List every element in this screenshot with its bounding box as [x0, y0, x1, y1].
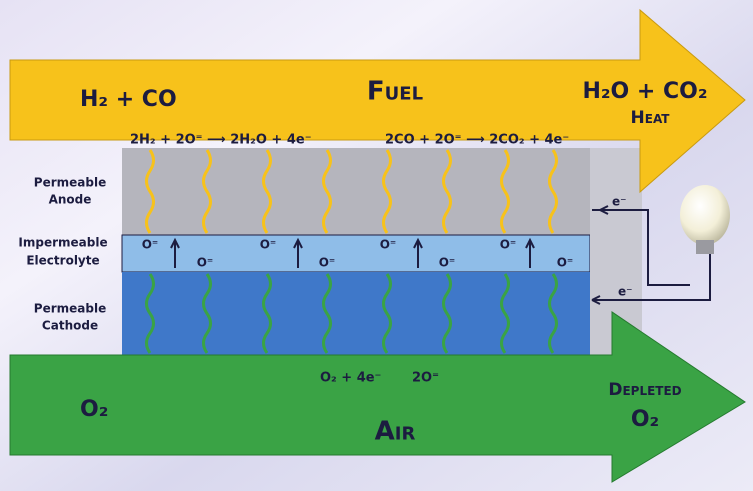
- anode-layer: [122, 148, 590, 235]
- ion-label: O⁼: [557, 256, 574, 270]
- layer-label: Permeable: [34, 176, 106, 190]
- anode-reaction: 2CO + 2O⁼ ⟶ 2CO₂ + 4e⁻: [385, 133, 569, 148]
- fuel-title: Fuel: [367, 77, 423, 107]
- ion-label: O⁼: [197, 256, 214, 270]
- fuel-inlet: H₂ + CO: [80, 87, 177, 112]
- air-outlet: Depleted: [608, 380, 681, 400]
- layer-label: Impermeable: [18, 236, 107, 250]
- layer-label: Cathode: [42, 319, 98, 333]
- ion-label: O⁼: [319, 256, 336, 270]
- ion-label: O⁼: [260, 238, 277, 252]
- ion-label: O⁼: [500, 238, 517, 252]
- air-inlet: O₂: [80, 397, 108, 422]
- layer-label: Permeable: [34, 302, 106, 316]
- air-outlet: O₂: [631, 407, 659, 432]
- bulb-base: [696, 240, 714, 254]
- fuel-outlet: H₂O + CO₂: [583, 79, 708, 104]
- cathode-layer: [122, 272, 590, 355]
- electron-label: e⁻: [618, 285, 632, 299]
- air-title: Air: [375, 417, 416, 447]
- ion-label: O⁼: [439, 256, 456, 270]
- diagram: Fuel H₂ + CO H₂O + CO₂ Heat 2H₂ + 2O⁼ ⟶ …: [0, 0, 753, 491]
- fuel-heat: Heat: [631, 108, 671, 128]
- electron-label: e⁻: [612, 195, 626, 209]
- ion-label: O⁼: [142, 238, 159, 252]
- layer-label: Anode: [49, 193, 92, 207]
- layer-label: Electrolyte: [26, 254, 99, 268]
- anode-reaction: 2H₂ + 2O⁼ ⟶ 2H₂O + 4e⁻: [130, 133, 312, 148]
- cathode-reaction: 2O⁼: [412, 371, 439, 386]
- ion-label: O⁼: [380, 238, 397, 252]
- cathode-reaction: O₂ + 4e⁻: [320, 371, 381, 386]
- electrolyte-layer: [122, 235, 590, 272]
- light-bulb: [680, 185, 730, 245]
